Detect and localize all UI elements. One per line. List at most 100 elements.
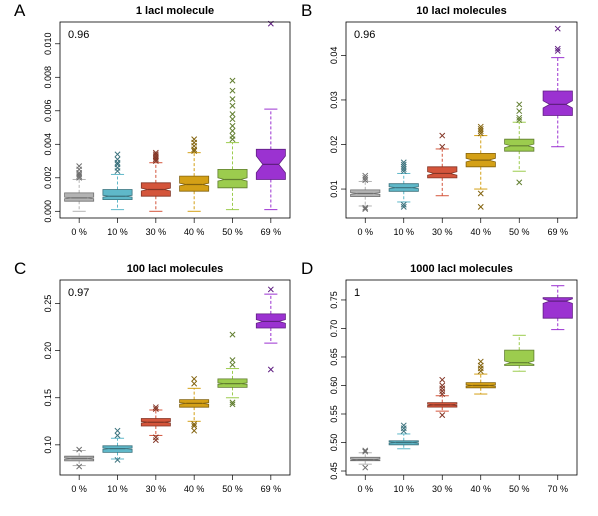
outlier-point [152, 406, 159, 413]
outlier-point [477, 128, 484, 135]
box-40-pct [465, 358, 496, 395]
outlier-point [439, 376, 446, 383]
panel-letter: A [14, 1, 26, 20]
outlier-point [267, 366, 274, 373]
outlier-stroke [400, 159, 407, 166]
outlier-point [152, 434, 159, 441]
box-body [64, 192, 95, 202]
outlier-stroke [191, 136, 198, 143]
plot-frame [59, 21, 291, 219]
outlier-stroke [114, 456, 121, 463]
outlier-point [229, 132, 236, 139]
box-body [217, 168, 248, 189]
x-tick-label: 10 % [107, 484, 128, 494]
box-30-pct [140, 149, 171, 212]
y-tick-label: 0.000 [43, 200, 53, 223]
outlier-stroke [229, 77, 236, 84]
outlier-point [229, 111, 236, 118]
outlier-stroke [477, 123, 484, 130]
outlier-point [114, 161, 121, 168]
outlier-point [400, 161, 407, 168]
outlier-stroke [516, 114, 523, 121]
outlier-stroke [114, 156, 121, 163]
box-0-pct [350, 172, 381, 213]
outlier-stroke [191, 421, 198, 428]
outlier-point [76, 463, 83, 470]
box-40-pct [179, 375, 210, 434]
x-tick-label: 70 % [547, 484, 568, 494]
y-tick-label: 0.55 [329, 405, 339, 423]
x-tick-label: 69 % [261, 484, 282, 494]
outlier-point [114, 151, 121, 158]
y-tick-label: 0.20 [43, 342, 53, 360]
outlier-stroke [362, 204, 369, 211]
outlier-point [362, 464, 369, 471]
outlier-point [229, 357, 236, 364]
outlier-stroke [477, 130, 484, 137]
x-tick-label: 40 % [184, 484, 205, 494]
outlier-point [191, 136, 198, 143]
outlier-stroke [229, 361, 236, 368]
panel-c: C 100 lacI molecules 0.97 0.10 0.15 0.20 0.25 0… [14, 259, 291, 494]
outlier-stroke [439, 376, 446, 383]
outlier-stroke [362, 448, 369, 455]
outlier-point [439, 412, 446, 419]
outlier-point [362, 447, 369, 454]
box-50-pct [504, 101, 535, 186]
outlier-point [477, 365, 484, 372]
plot-frame [345, 21, 578, 219]
outlier-stroke [229, 116, 236, 123]
outlier-stroke [439, 132, 446, 139]
x-tick-label: 0 % [357, 227, 373, 237]
y-tick-label: 0.60 [329, 377, 339, 395]
outlier-point [554, 48, 561, 54]
box-50-pct [217, 77, 248, 211]
outlier-point [229, 331, 236, 338]
outlier-stroke [267, 286, 274, 293]
outlier-point [554, 25, 561, 32]
outlier-point [362, 206, 369, 213]
outlier-stroke [516, 117, 523, 123]
box-0-pct [64, 163, 95, 212]
box-30-pct [140, 404, 171, 444]
y-tick-label: 0.004 [43, 133, 53, 156]
x-tick-label: 30 % [432, 484, 453, 494]
x-tick-label: 50 % [509, 484, 530, 494]
outlier-point [191, 380, 198, 387]
y-tick-label: 0.50 [329, 434, 339, 452]
outlier-stroke [362, 172, 369, 179]
outlier-point [152, 404, 159, 411]
box-0-pct [350, 447, 381, 471]
outlier-point [191, 148, 198, 154]
outlier-stroke [477, 203, 484, 210]
correlation-annotation: 0.96 [68, 29, 89, 41]
outlier-point [362, 448, 369, 455]
outlier-point [267, 286, 274, 293]
y-tick-label: 0.02 [329, 136, 339, 154]
panel-title: 1 lacI molecule [136, 5, 214, 17]
box-30-pct [427, 376, 458, 419]
y-tick-label: 0.03 [329, 91, 339, 109]
outlier-stroke [229, 401, 236, 408]
outlier-stroke [400, 203, 407, 210]
outlier-stroke [362, 206, 369, 213]
outlier-point [554, 45, 561, 52]
y-tick-label: 0.006 [43, 100, 53, 123]
outlier-stroke [362, 447, 369, 454]
outlier-stroke [400, 161, 407, 168]
outlier-point [229, 116, 236, 123]
panel-title: 1000 lacI molecules [410, 263, 513, 275]
x-tick-label: 10 % [107, 227, 128, 237]
outlier-point [439, 385, 446, 392]
outlier-stroke [229, 96, 236, 103]
box-body [179, 175, 210, 192]
box-body [427, 166, 458, 179]
outlier-stroke [362, 174, 369, 181]
correlation-annotation: 0.97 [68, 287, 89, 299]
outlier-stroke [229, 127, 236, 134]
outlier-stroke [114, 161, 121, 168]
outlier-point [114, 456, 121, 463]
outlier-point [362, 177, 369, 184]
panel-letter: D [301, 259, 313, 278]
outlier-stroke [362, 464, 369, 471]
